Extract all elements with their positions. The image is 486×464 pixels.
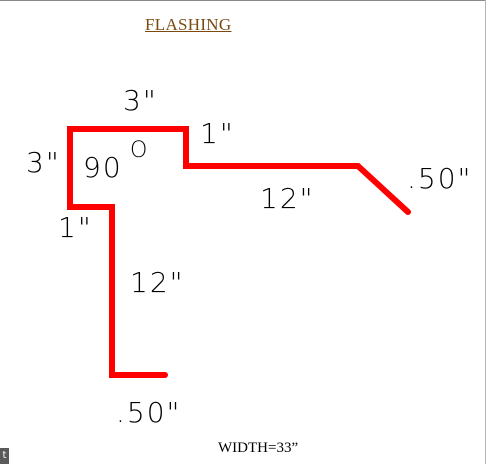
- vertical-length-label: 12": [130, 266, 185, 299]
- degree-symbol: O: [130, 138, 149, 163]
- top-right-step-label: 1": [200, 117, 235, 150]
- top-width-label: 3": [123, 84, 158, 117]
- lower-left-step-label: 1": [58, 211, 93, 244]
- right-hem-label: .50": [407, 162, 472, 195]
- horizontal-length-label: 12": [260, 182, 315, 215]
- left-height-label: 3": [26, 146, 61, 179]
- page-title: FLASHING: [145, 15, 232, 34]
- flashing-profile-line: [67, 126, 411, 378]
- angle-label: 90: [83, 151, 123, 184]
- total-width-label: WIDTH=33”: [218, 440, 299, 456]
- corner-badge: t: [0, 448, 9, 464]
- bottom-hem-label: .50": [116, 396, 181, 429]
- top-divider: [0, 0, 486, 1]
